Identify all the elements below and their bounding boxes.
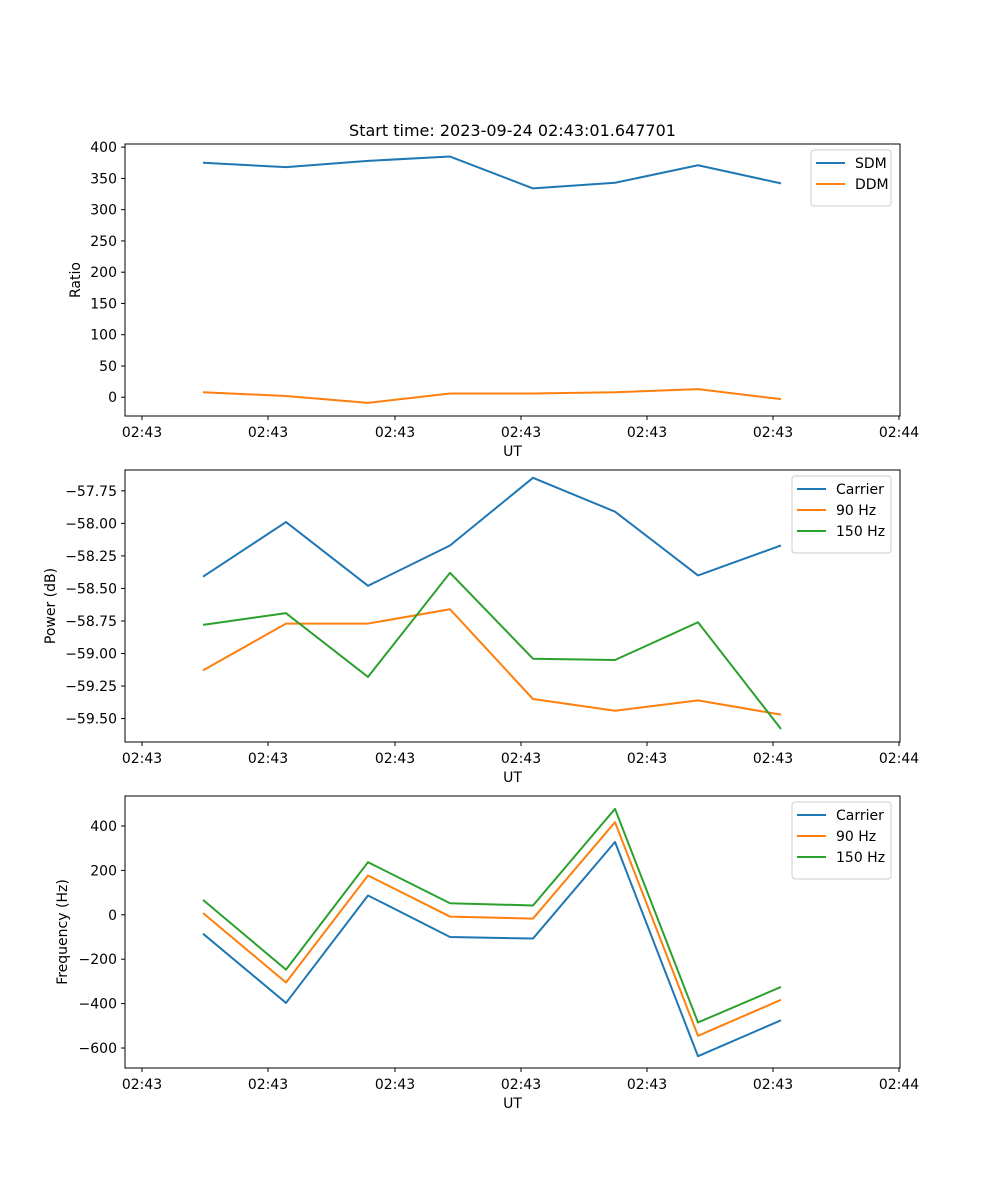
x-axis-label: UT	[503, 1096, 522, 1112]
x-tick-label: 02:43	[122, 1077, 162, 1093]
y-tick-label: −59.50	[65, 712, 117, 728]
series-line-carrier	[202, 476, 782, 587]
y-tick-label: −57.75	[65, 484, 117, 500]
x-tick-label: 02:43	[375, 425, 415, 441]
x-tick-label: 02:43	[501, 1077, 541, 1093]
x-tick-label: 02:43	[122, 751, 162, 767]
x-tick-label: 02:43	[375, 1077, 415, 1093]
legend-label: SDM	[855, 156, 887, 172]
chart-ratio: 0 50 100 150 200 250 300 350 400 02:43 02:43 02:43 0…	[68, 140, 919, 460]
figure-title: Start time: 2023-09-24 02:43:01.647701	[349, 121, 676, 140]
y-tick-label: 100	[90, 328, 117, 344]
x-tick-label: 02:43	[753, 425, 793, 441]
y-tick-label: −58.50	[65, 581, 117, 597]
legend-label: 90 Hz	[836, 829, 876, 845]
y-tick-label: −58.00	[65, 516, 117, 532]
y-tick-label: −59.25	[65, 679, 117, 695]
x-tick-label: 02:43	[753, 751, 793, 767]
y-tick-label: 150	[90, 296, 117, 312]
x-tick-label: 02:43	[501, 751, 541, 767]
y-tick-label: 250	[90, 234, 117, 250]
y-tick-label: −59.00	[65, 647, 117, 663]
y-tick-label: 300	[90, 203, 117, 219]
x-tick-label: 02:43	[753, 1077, 793, 1093]
chart-frequency: −600 −400 −200 0 200 400 02:43 02:43 02:43 02:43 0…	[55, 795, 919, 1112]
x-tick-label: 02:43	[501, 425, 541, 441]
x-tick-label: 02:44	[879, 1077, 919, 1093]
y-tick-label: 0	[108, 390, 117, 406]
y-tick-label: −400	[79, 997, 117, 1013]
legend-box	[791, 801, 892, 880]
series-line-150-hz	[202, 807, 782, 1024]
y-tick-label: 350	[90, 171, 117, 187]
y-tick-label: −200	[79, 952, 117, 968]
legend-label: 150 Hz	[836, 524, 885, 540]
x-tick-label: 02:43	[627, 1077, 667, 1093]
y-tick-label: −58.25	[65, 549, 117, 565]
legend-label: 90 Hz	[836, 503, 876, 519]
series-line-90-hz	[202, 821, 782, 1037]
legend-label: Carrier	[836, 482, 884, 498]
series-line-ddm	[202, 388, 782, 404]
y-tick-label: 50	[99, 359, 117, 375]
y-tick-label: 0	[108, 908, 117, 924]
y-axis-label: Frequency (Hz)	[55, 879, 71, 985]
legend-label: 150 Hz	[836, 850, 885, 866]
y-axis-label: Ratio	[68, 262, 84, 298]
x-tick-label: 02:43	[248, 1077, 288, 1093]
series-line-150-hz	[202, 571, 782, 730]
plot-frame	[124, 469, 901, 743]
x-tick-label: 02:43	[375, 751, 415, 767]
x-tick-label: 02:43	[627, 425, 667, 441]
legend-label: Carrier	[836, 808, 884, 824]
legend-box	[791, 475, 892, 554]
x-tick-label: 02:44	[879, 425, 919, 441]
plot-frame	[124, 143, 901, 417]
y-tick-label: −600	[79, 1041, 117, 1057]
y-tick-label: 200	[90, 863, 117, 879]
series-line-sdm	[202, 155, 782, 190]
y-tick-label: 400	[90, 140, 117, 156]
x-tick-label: 02:43	[248, 425, 288, 441]
chart-power: −59.50 −59.25 −59.00 −58.75 −58.50 −58.25 −58.…	[43, 469, 919, 786]
x-axis-label: UT	[503, 770, 522, 786]
x-tick-label: 02:43	[248, 751, 288, 767]
plot-frame	[124, 795, 901, 1069]
x-tick-label: 02:44	[879, 751, 919, 767]
y-axis-label: Power (dB)	[43, 568, 59, 644]
y-tick-label: −58.75	[65, 614, 117, 630]
legend-label: DDM	[855, 177, 889, 193]
x-tick-label: 02:43	[627, 751, 667, 767]
y-tick-label: 200	[90, 265, 117, 281]
y-tick-label: 400	[90, 819, 117, 835]
x-axis-label: UT	[503, 444, 522, 460]
series-line-carrier	[202, 840, 782, 1058]
x-tick-label: 02:43	[122, 425, 162, 441]
